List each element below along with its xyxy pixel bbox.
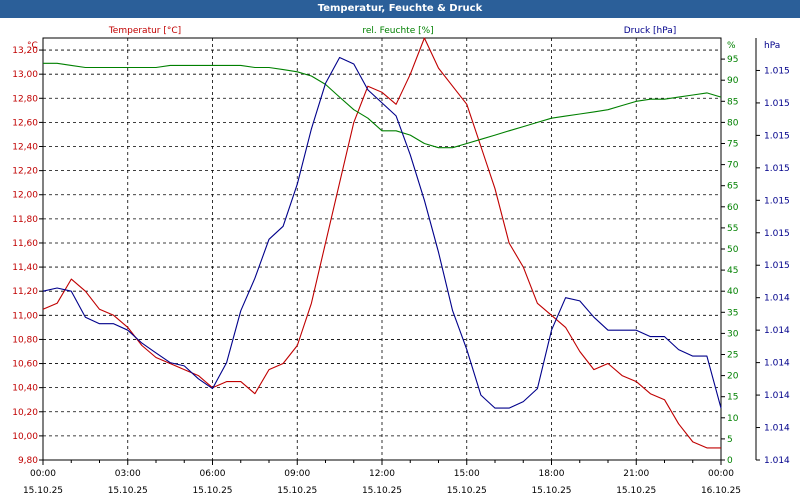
legend-entry: rel. Feuchte [%] (362, 26, 433, 36)
left-tick-label: 10,20 (12, 408, 38, 418)
x-axis: 00:00 15.10.25 03:00 15.10.25 06:00 15.10.25 0… (23, 469, 741, 496)
series-line-pressure (42, 56, 722, 409)
humidity-tick-label: 10 (727, 414, 739, 424)
pressure-tick-label: 1.014 (764, 294, 790, 304)
pressure-tick-label: 1.015 (764, 196, 790, 206)
humidity-tick-label: 85 (727, 97, 738, 107)
x-tick-date: 15.10.25 (192, 486, 232, 496)
humidity-tick-label: 15 (727, 393, 738, 403)
pressure-tick-label: 1.014 (764, 456, 790, 466)
humidity-tick-label: 90 (727, 76, 739, 86)
pressure-tick-label: 1.015 (764, 66, 790, 76)
series-line-temperature (42, 37, 721, 449)
legend-entry: Temperatur [°C] (108, 26, 181, 36)
pressure-tick-label: 1.015 (764, 99, 790, 109)
pressure-axis-unit: hPa (764, 41, 780, 51)
pressure-tick-label: 1.014 (764, 424, 790, 434)
left-tick-label: 9,80 (18, 456, 38, 466)
pressure-tick-label: 1.014 (764, 391, 790, 401)
left-tick-label: 12,60 (12, 118, 38, 128)
humidity-tick-label: 35 (727, 308, 738, 318)
series-line-humidity (43, 62, 722, 149)
humidity-tick-label: 65 (727, 182, 738, 192)
x-tick-time: 12:00 (369, 469, 395, 479)
left-tick-label: 12,80 (12, 94, 38, 104)
left-tick-label: 11,40 (12, 263, 38, 273)
left-tick-label: 11,60 (12, 239, 38, 249)
left-axis: 13,20 13,00 12,80 12,60 12,40 12,20 12,00 11,80… (12, 41, 43, 466)
left-tick-label: 12,00 (12, 191, 38, 201)
humidity-tick-label: 80 (727, 118, 739, 128)
x-tick-date: 15.10.25 (447, 486, 487, 496)
humidity-axis-unit: % (727, 41, 736, 51)
humidity-tick-label: 55 (727, 224, 738, 234)
chart-canvas: 13,20 13,00 12,80 12,60 12,40 12,20 12,00 11,80… (12, 26, 790, 496)
x-tick-date: 15.10.25 (616, 486, 656, 496)
legend: Temperatur [°C] rel. Feuchte [%] Druck [hP… (108, 26, 676, 36)
x-tick-time: 06:00 (200, 469, 226, 479)
left-tick-label: 13,00 (12, 70, 38, 80)
left-tick-label: 11,20 (12, 287, 38, 297)
left-tick-label: 11,00 (12, 311, 38, 321)
pressure-axis: 1.015 1.015 1.015 1.015 1.015 1.015 1.015 1.014… (755, 38, 790, 466)
grid (42, 37, 722, 465)
humidity-tick-label: 25 (727, 351, 738, 361)
legend-entry: Druck [hPa] (624, 26, 677, 36)
humidity-tick-label: 40 (727, 287, 739, 297)
x-tick-date: 15.10.25 (362, 486, 402, 496)
left-tick-label: 10,80 (12, 335, 38, 345)
humidity-tick-label: 95 (727, 55, 738, 65)
pressure-tick-label: 1.014 (764, 359, 790, 369)
humidity-tick-label: 30 (727, 329, 739, 339)
humidity-tick-label: 60 (727, 203, 739, 213)
x-tick-date: 15.10.25 (23, 486, 63, 496)
humidity-tick-label: 0 (727, 456, 733, 466)
pressure-tick-label: 1.015 (764, 164, 790, 174)
x-tick-time: 00:00 (708, 469, 734, 479)
window-title: Temperatur, Feuchte & Druck (0, 0, 800, 18)
x-tick-time: 21:00 (623, 469, 649, 479)
humidity-tick-label: 45 (727, 266, 738, 276)
humidity-tick-label: 75 (727, 140, 738, 150)
left-tick-label: 13,20 (12, 46, 38, 56)
x-tick-date: 15.10.25 (108, 486, 148, 496)
left-tick-label: 10,40 (12, 384, 38, 394)
x-tick-time: 03:00 (115, 469, 141, 479)
x-tick-time: 00:00 (30, 469, 56, 479)
pressure-tick-label: 1.015 (764, 131, 790, 141)
humidity-tick-label: 5 (727, 435, 733, 445)
humidity-tick-label: 70 (727, 161, 739, 171)
x-tick-date: 16.10.25 (701, 486, 741, 496)
left-axis-unit: °C (27, 41, 38, 51)
pressure-tick-label: 1.015 (764, 229, 790, 239)
humidity-tick-label: 20 (727, 372, 739, 382)
humidity-tick-label: 50 (727, 245, 739, 255)
left-tick-label: 10,00 (12, 432, 38, 442)
left-tick-label: 10,60 (12, 360, 38, 370)
x-tick-time: 18:00 (539, 469, 565, 479)
left-tick-label: 12,20 (12, 167, 38, 177)
x-tick-date: 15.10.25 (277, 486, 317, 496)
left-tick-label: 12,40 (12, 143, 38, 153)
x-tick-time: 09:00 (284, 469, 310, 479)
x-tick-date: 15.10.25 (531, 486, 571, 496)
pressure-tick-label: 1.015 (764, 261, 790, 271)
pressure-tick-label: 1.014 (764, 326, 790, 336)
series-lines (42, 37, 722, 449)
x-tick-time: 15:00 (454, 469, 480, 479)
left-tick-label: 11,80 (12, 215, 38, 225)
